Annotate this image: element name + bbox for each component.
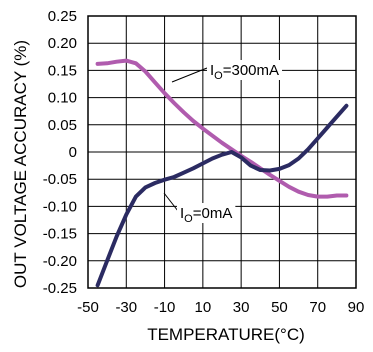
- annotation-value: =0mA: [193, 205, 233, 222]
- x-tick-label: -50: [77, 299, 99, 316]
- annotation-leader-line: [163, 192, 179, 212]
- annotation-subscript: O: [184, 213, 193, 225]
- x-axis-title: TEMPERATURE(°C): [147, 325, 305, 344]
- series-line-1: [95, 58, 349, 199]
- annotation-background: [177, 203, 236, 223]
- annotation-value: =300mA: [223, 62, 279, 79]
- grid: [88, 16, 356, 288]
- y-tick-label: 0: [69, 144, 77, 161]
- x-tick-label: 50: [271, 299, 288, 316]
- annotation-leader-line: [171, 67, 208, 83]
- series-line-2: [95, 103, 349, 288]
- y-tick-label: 0.05: [48, 117, 77, 134]
- x-tick-label: -30: [115, 299, 137, 316]
- plot-frame: [87, 15, 357, 289]
- y-tick-label: 0.25: [48, 8, 77, 25]
- annotation-background: [207, 60, 283, 80]
- annotation-symbol: I: [210, 62, 214, 79]
- y-tick-label: 0.15: [48, 62, 77, 79]
- y-tick-label: 0.10: [48, 90, 77, 107]
- y-tick-labels: 0.25 0.20 0.15 0.10 0.05 0 -0.05 -0.10 -0.15 -0.2…: [43, 8, 77, 297]
- x-tick-label: 70: [309, 299, 326, 316]
- x-tick-labels: -50 -30 -10 10 30 50 70 90: [77, 299, 364, 316]
- y-tick-label: -0.10: [43, 198, 77, 215]
- annotation-symbol: I: [180, 205, 184, 222]
- y-tick-label: -0.25: [43, 280, 77, 297]
- y-tick-label: -0.15: [43, 226, 77, 243]
- x-tick-label: -10: [154, 299, 176, 316]
- annotation-subscript: O: [214, 70, 223, 82]
- y-tick-label: 0.20: [48, 35, 77, 52]
- series-lines: [95, 58, 349, 288]
- y-tick-label: -0.20: [43, 253, 77, 270]
- x-tick-label: 90: [348, 299, 365, 316]
- x-tick-label: 10: [195, 299, 212, 316]
- x-tick-label: 30: [233, 299, 250, 316]
- series-annotation-1: IO=300mA: [210, 62, 279, 82]
- series-annotation-2: IO=0mA: [180, 205, 232, 225]
- y-axis-title: OUT VOLTAGE ACCURACY (%): [11, 40, 30, 288]
- y-tick-label: -0.05: [43, 171, 77, 188]
